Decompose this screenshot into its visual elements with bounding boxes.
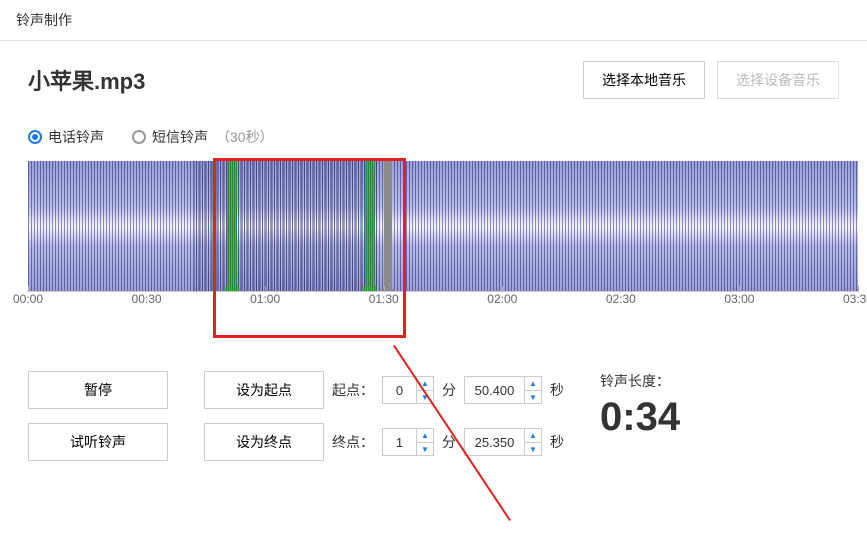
radio-circle-icon xyxy=(132,130,146,144)
min-unit: 分 xyxy=(442,380,456,400)
ruler-tick: 03:00 xyxy=(724,292,754,306)
choose-local-button[interactable]: 选择本地音乐 xyxy=(583,61,705,99)
ruler-tick: 00:00 xyxy=(13,292,43,306)
length-value: 0:34 xyxy=(600,395,680,440)
spin-down-icon[interactable]: ▼ xyxy=(525,442,541,456)
sec-unit: 秒 xyxy=(550,432,564,452)
spin-up-icon[interactable]: ▲ xyxy=(417,428,433,442)
ruler-tick: 02:30 xyxy=(606,292,636,306)
end-min-input[interactable]: 1 ▲▼ xyxy=(382,428,434,456)
radio-phone-label: 电话铃声 xyxy=(48,127,104,147)
radio-sms-ringtone[interactable]: 短信铃声 （30秒） xyxy=(132,127,274,147)
main-panel: 小苹果.mp3 选择本地音乐 选择设备音乐 电话铃声 短信铃声 （30秒） 00… xyxy=(0,41,867,481)
spin-down-icon[interactable]: ▼ xyxy=(525,390,541,404)
pause-button[interactable]: 暂停 xyxy=(28,371,168,409)
spin-up-icon[interactable]: ▲ xyxy=(525,376,541,390)
selection-end-handle[interactable] xyxy=(365,161,375,291)
min-unit: 分 xyxy=(442,432,456,452)
radio-phone-ringtone[interactable]: 电话铃声 xyxy=(28,127,104,147)
waveform-area: 00:0000:3001:0001:3002:0002:3003:0003:30 xyxy=(28,161,858,321)
start-label: 起点： xyxy=(332,380,374,400)
preview-button[interactable]: 试听铃声 xyxy=(28,423,168,461)
waveform[interactable] xyxy=(28,161,858,291)
radio-sms-label: 短信铃声 xyxy=(152,127,208,147)
radio-sms-hint: （30秒） xyxy=(216,127,274,147)
spin-down-icon[interactable]: ▼ xyxy=(417,390,433,404)
end-sec-input[interactable]: 25.350 ▲▼ xyxy=(464,428,542,456)
playhead-marker[interactable] xyxy=(384,161,392,291)
ruler-tick: 02:00 xyxy=(487,292,517,306)
ruler-tick: 01:00 xyxy=(250,292,280,306)
window-title: 铃声制作 xyxy=(0,0,867,41)
spin-down-icon[interactable]: ▼ xyxy=(417,442,433,456)
start-min-input[interactable]: 0 ▲▼ xyxy=(382,376,434,404)
ruler-tick: 00:30 xyxy=(132,292,162,306)
end-label: 终点： xyxy=(332,432,374,452)
length-label: 铃声长度： xyxy=(600,371,680,391)
set-end-button[interactable]: 设为终点 xyxy=(204,423,324,461)
set-start-button[interactable]: 设为起点 xyxy=(204,371,324,409)
spin-up-icon[interactable]: ▲ xyxy=(417,376,433,390)
spin-up-icon[interactable]: ▲ xyxy=(525,428,541,442)
time-ruler: 00:0000:3001:0001:3002:0002:3003:0003:30 xyxy=(28,291,858,321)
start-sec-input[interactable]: 50.400 ▲▼ xyxy=(464,376,542,404)
selection-start-handle[interactable] xyxy=(227,161,237,291)
sec-unit: 秒 xyxy=(550,380,564,400)
radio-dot-icon xyxy=(28,130,42,144)
choose-device-button: 选择设备音乐 xyxy=(717,61,839,99)
ruler-tick: 03:30 xyxy=(843,292,867,306)
file-name: 小苹果.mp3 xyxy=(28,64,145,96)
ruler-tick: 01:30 xyxy=(369,292,399,306)
